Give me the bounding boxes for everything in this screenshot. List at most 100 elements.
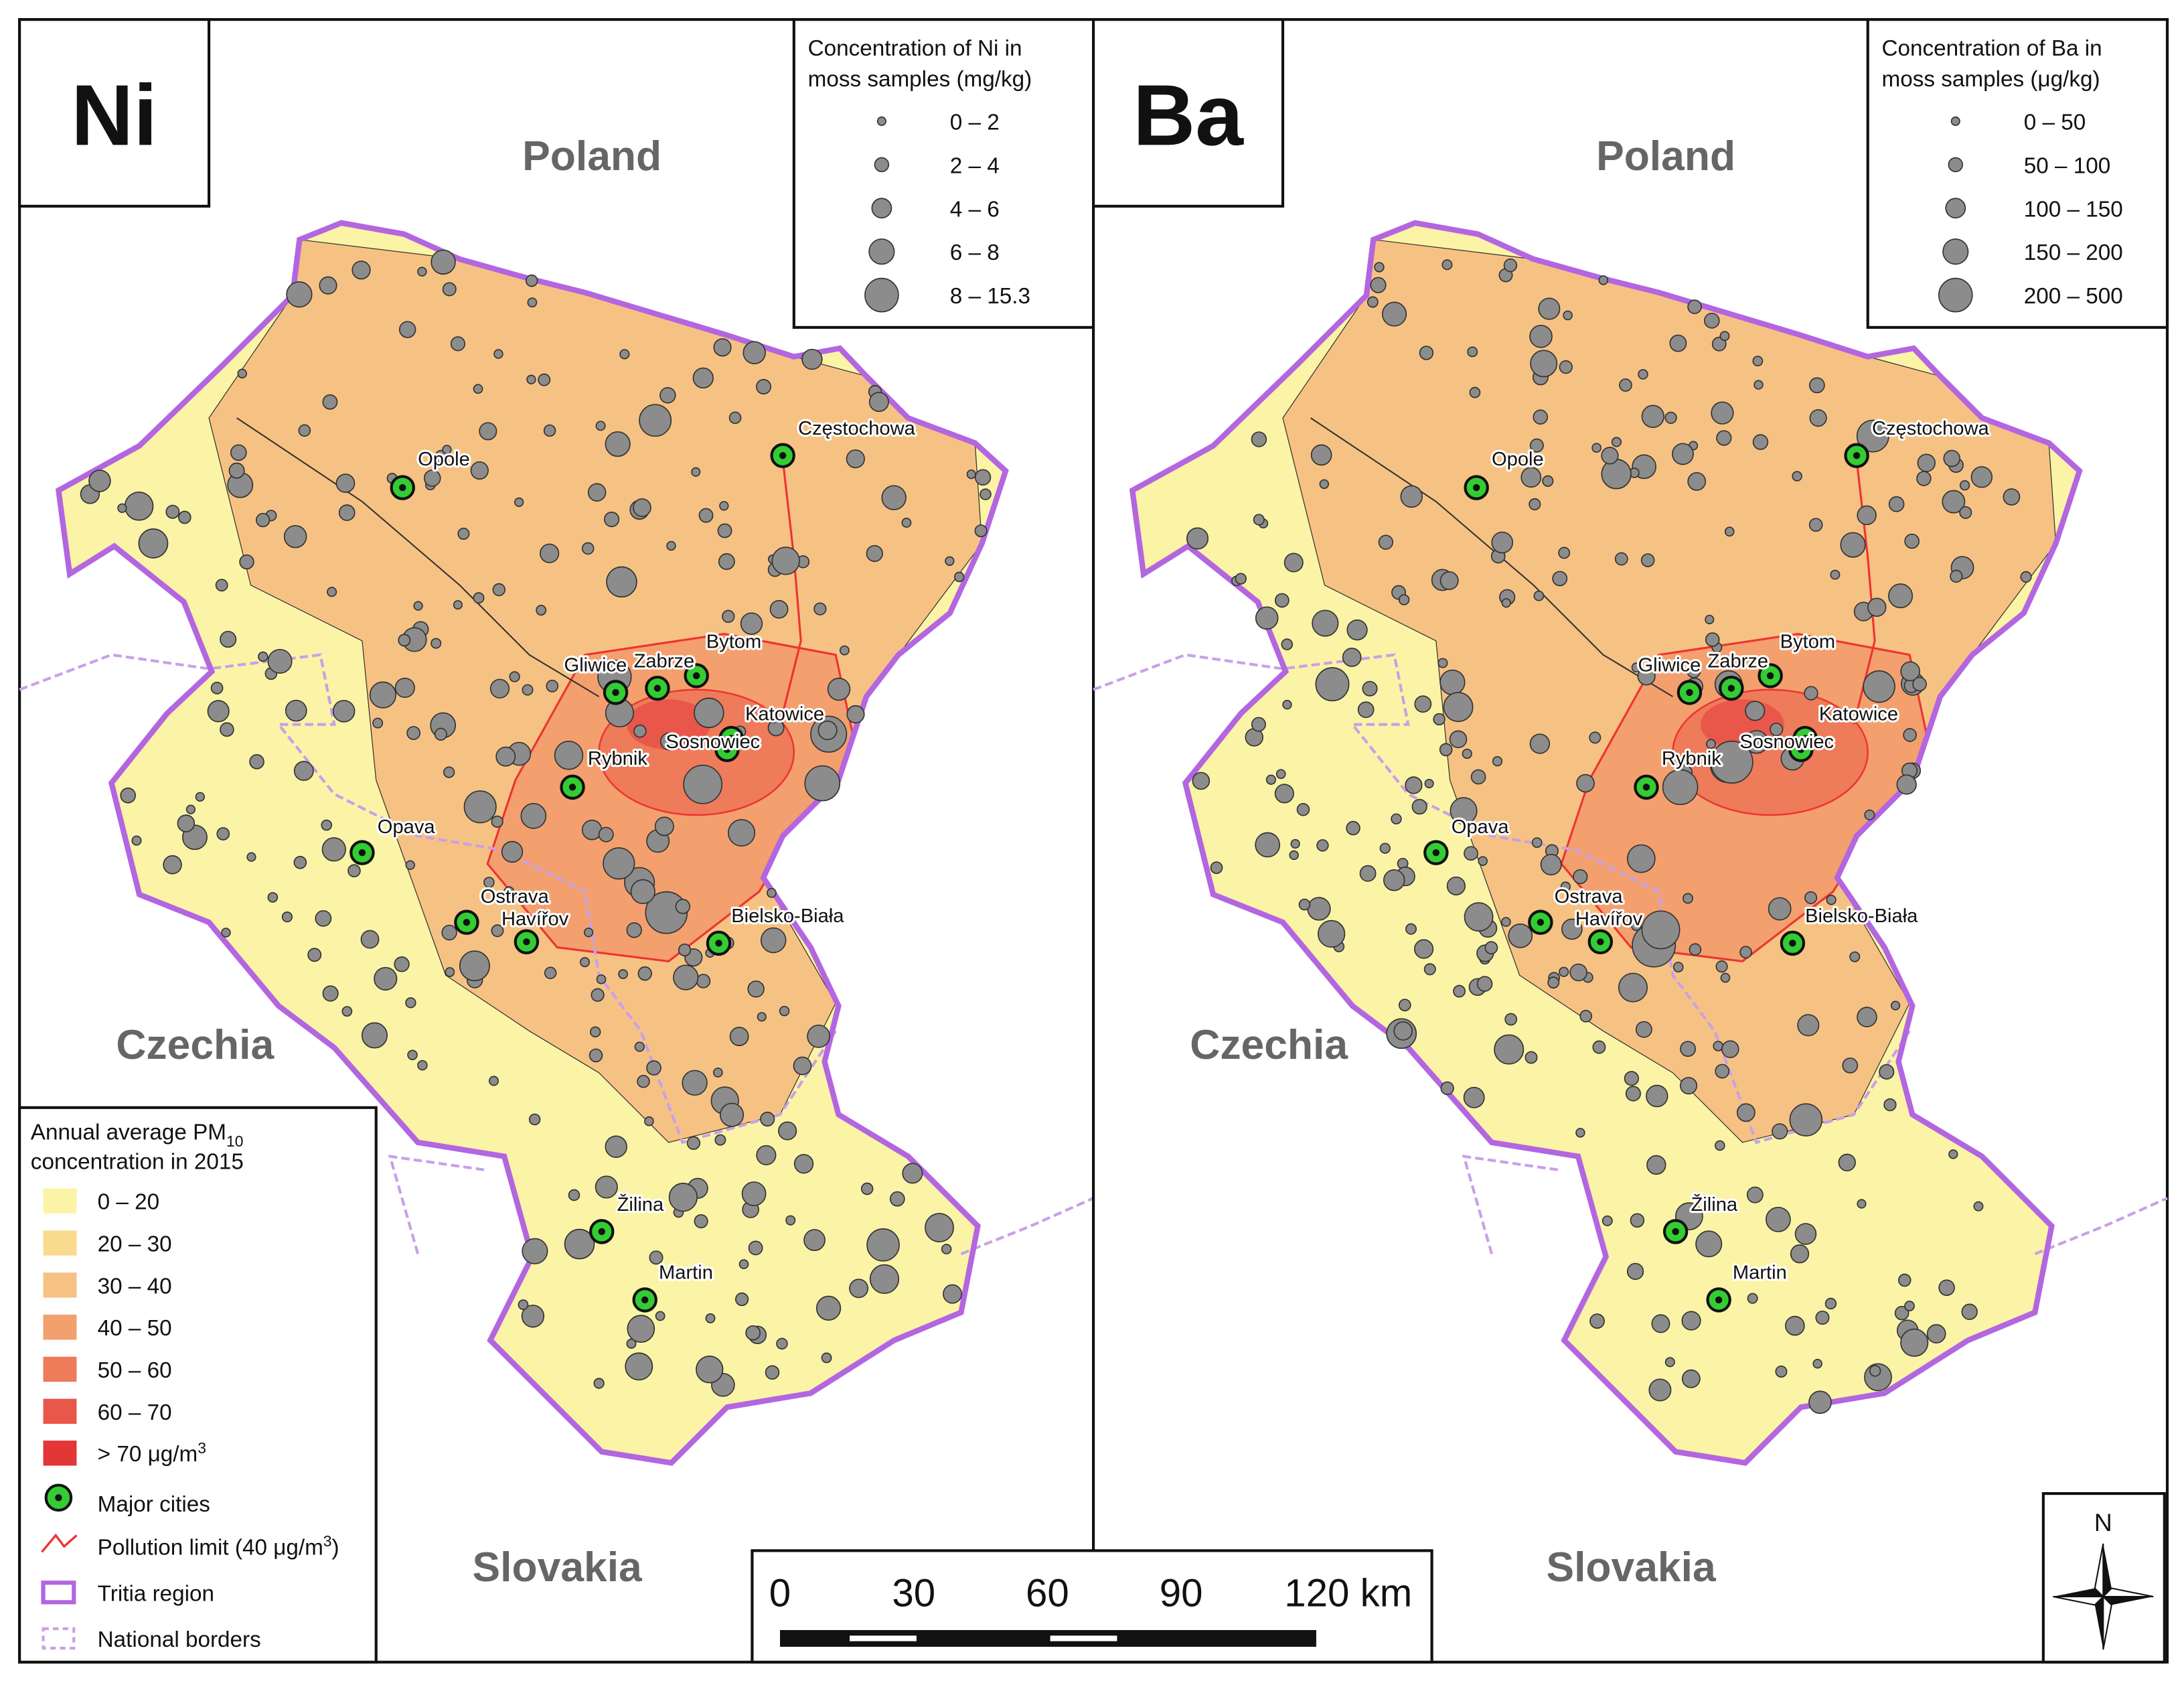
- sample-point: [215, 579, 228, 592]
- sample-point: [705, 1313, 716, 1323]
- sample-point: [902, 1163, 923, 1184]
- sample-point: [1641, 405, 1665, 428]
- tritia-outline: [1129, 220, 2083, 1466]
- sample-point: [678, 943, 692, 957]
- sample-point: [1469, 386, 1481, 398]
- legend-label: Tritia region: [98, 1581, 214, 1606]
- city-label: Katowice: [745, 704, 824, 725]
- sample-point: [728, 818, 756, 847]
- city-label: Bytom: [1780, 631, 1835, 652]
- sample-point: [1672, 962, 1684, 972]
- sample-point: [117, 503, 127, 513]
- sample-point: [743, 341, 766, 364]
- sample-point: [1948, 1149, 1958, 1159]
- sample-point: [1638, 369, 1648, 380]
- sample-point: [491, 815, 503, 828]
- sample-point: [1501, 598, 1511, 608]
- sample-point: [804, 765, 841, 802]
- sample-point: [1235, 573, 1247, 585]
- sample-point: [1491, 531, 1514, 554]
- sample-point: [361, 1022, 388, 1049]
- panels: Ni PolandCzechiaSlovakiaOpoleCzęstochowaB…: [18, 18, 2169, 1664]
- sample-point: [442, 445, 452, 455]
- sample-point: [1682, 893, 1693, 904]
- sample-point: [1869, 1365, 1881, 1377]
- sample-point: [538, 373, 551, 386]
- city-marker: [723, 745, 731, 753]
- sample-point: [590, 1026, 601, 1038]
- sample-point: [846, 705, 865, 724]
- sample-point: [457, 527, 470, 540]
- sample-point: [413, 601, 423, 611]
- sample-point: [734, 1292, 749, 1307]
- sample-point: [1687, 299, 1702, 314]
- sample-point: [1601, 459, 1632, 490]
- title-box: [18, 18, 211, 208]
- sample-point: [1704, 313, 1720, 329]
- sample-point: [1797, 1014, 1820, 1037]
- moss-legend-label: 6 – 8: [950, 240, 1000, 265]
- moss-legend-title: moss samples (μg/kg): [1882, 67, 2100, 92]
- sample-point: [1900, 661, 1921, 682]
- sample-point: [757, 1012, 767, 1022]
- sample-point: [1888, 583, 1914, 609]
- sample-point: [1405, 776, 1423, 794]
- sample-point: [626, 1338, 637, 1349]
- sample-point: [495, 746, 516, 767]
- sample-point: [1904, 533, 1920, 549]
- country-label: Poland: [522, 133, 661, 179]
- sample-point: [470, 461, 489, 480]
- city-label: Opava: [1452, 816, 1510, 838]
- scale-label: 60: [1026, 1572, 1069, 1615]
- sample-point: [1681, 1369, 1701, 1388]
- sample-point: [283, 524, 307, 548]
- sample-point: [807, 1024, 831, 1048]
- sample-point: [394, 677, 415, 699]
- sample-point: [1530, 350, 1558, 378]
- sample-point: [634, 1041, 645, 1052]
- city-marker: [1432, 849, 1440, 857]
- river: [1310, 417, 1674, 698]
- sample-point: [1424, 778, 1434, 789]
- sample-point: [595, 421, 606, 431]
- sample-point: [1405, 923, 1417, 935]
- legend-swatch: [43, 1272, 77, 1298]
- sample-point: [1883, 1098, 1897, 1112]
- sample-point: [718, 553, 735, 570]
- sample-point: [1589, 1313, 1605, 1329]
- sample-point: [1433, 713, 1446, 726]
- legend-box: [18, 1106, 378, 1664]
- title-box: [1092, 18, 1285, 208]
- city-label: Žilina: [1691, 1193, 1738, 1216]
- sample-point: [492, 583, 505, 597]
- sample-point: [1904, 1301, 1915, 1312]
- sample-point: [1664, 1357, 1675, 1368]
- sample-point: [1753, 380, 1764, 390]
- sample-point: [1637, 667, 1656, 686]
- sample-point: [1651, 1314, 1670, 1333]
- sample-point: [719, 501, 729, 511]
- sample-point: [398, 634, 411, 647]
- sample-point: [1664, 411, 1677, 424]
- sample-point: [881, 485, 907, 510]
- sample-point: [1508, 923, 1533, 948]
- sample-point: [501, 840, 524, 863]
- legend-swatch: [43, 1230, 77, 1256]
- sample-point: [719, 1102, 745, 1127]
- sample-point: [815, 1295, 842, 1321]
- sample-point: [846, 449, 865, 469]
- legend-swatch: [43, 1356, 77, 1382]
- city-label: Ostrava: [481, 886, 550, 907]
- sample-point: [1888, 496, 1905, 512]
- sample-point: [1794, 1223, 1817, 1245]
- legend-classes: 0 – 20 20 – 30 30 – 40 40 – 50 50 – 60 60 – 7…: [43, 1188, 172, 1466]
- sample-point: [1383, 869, 1405, 891]
- sample-point: [1529, 733, 1551, 754]
- sample-point: [488, 1076, 499, 1086]
- sample-point: [473, 592, 485, 604]
- city-label: Opole: [1492, 449, 1544, 470]
- sample-point: [1792, 471, 1802, 482]
- sample-point: [1443, 692, 1474, 723]
- sample-point: [1614, 552, 1628, 566]
- sample-point: [1492, 756, 1503, 767]
